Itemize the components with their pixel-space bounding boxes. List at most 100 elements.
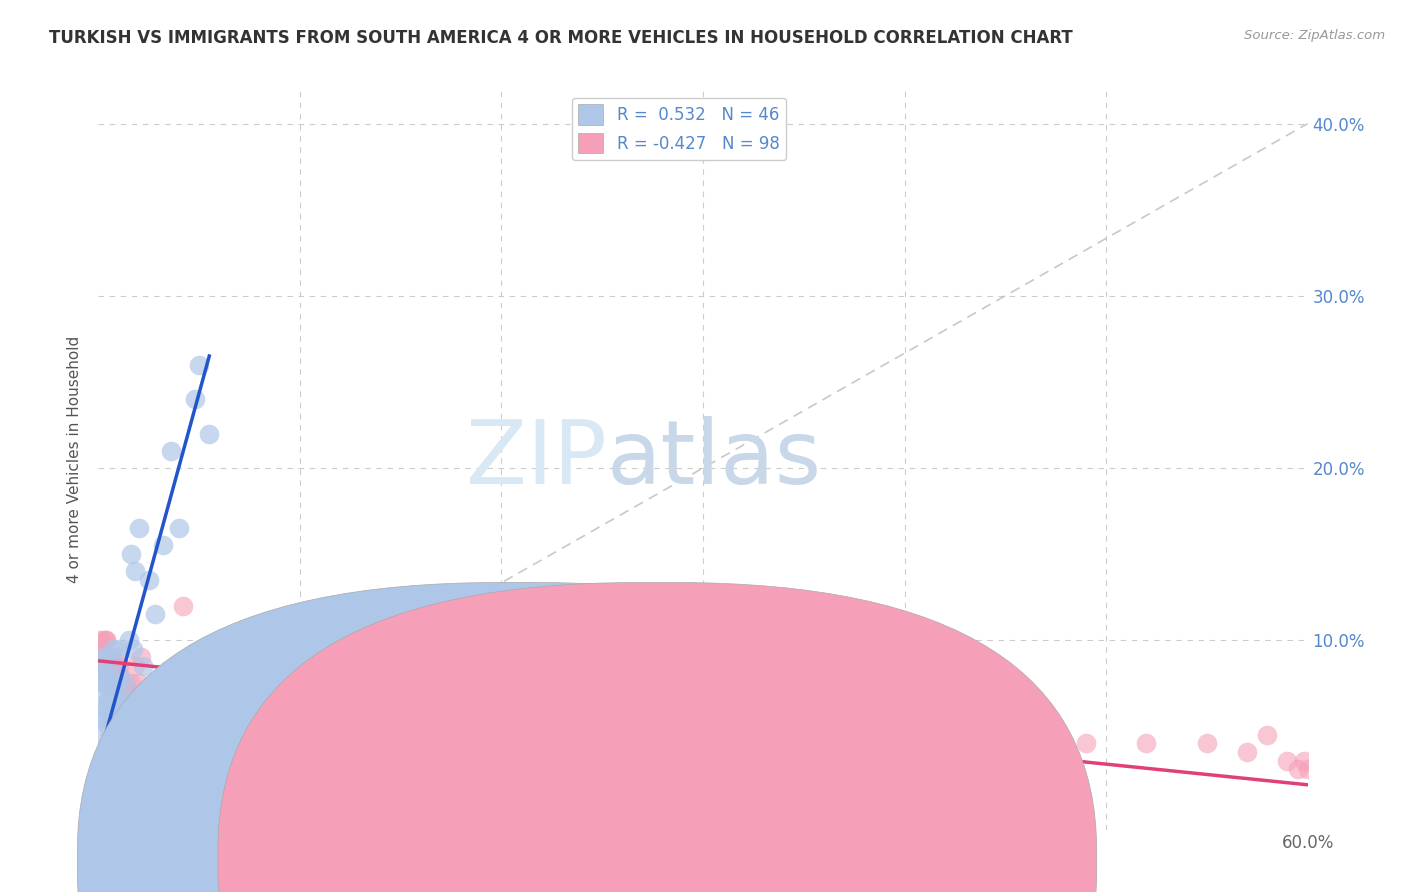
Legend: R =  0.532   N = 46, R = -0.427   N = 98: R = 0.532 N = 46, R = -0.427 N = 98 xyxy=(572,97,786,160)
Point xyxy=(93,702,115,716)
Point xyxy=(1337,762,1360,776)
Point xyxy=(156,711,179,725)
Point xyxy=(121,693,143,707)
Text: Immigrants from South America: Immigrants from South America xyxy=(682,853,949,871)
Point xyxy=(105,650,128,665)
Point xyxy=(111,685,134,699)
Point xyxy=(120,547,142,561)
Point xyxy=(591,719,613,733)
Point xyxy=(1195,736,1218,750)
Point xyxy=(1398,780,1406,794)
Point xyxy=(132,659,155,673)
Point xyxy=(409,693,432,707)
Point xyxy=(91,659,114,673)
Point xyxy=(97,659,120,673)
Text: TURKISH VS IMMIGRANTS FROM SOUTH AMERICA 4 OR MORE VEHICLES IN HOUSEHOLD CORRELA: TURKISH VS IMMIGRANTS FROM SOUTH AMERICA… xyxy=(49,29,1073,46)
Point xyxy=(651,728,673,742)
Point xyxy=(953,736,976,750)
Point xyxy=(138,573,160,587)
Point xyxy=(752,719,775,733)
Point xyxy=(101,641,124,656)
Point xyxy=(91,650,114,665)
Point xyxy=(129,650,152,665)
Text: atlas: atlas xyxy=(606,416,821,503)
Point xyxy=(97,693,120,707)
Point xyxy=(107,641,129,656)
Point xyxy=(1376,771,1399,785)
Point xyxy=(96,676,118,690)
Point xyxy=(100,667,122,681)
Point xyxy=(239,693,262,707)
Point xyxy=(89,650,111,665)
Point xyxy=(103,659,125,673)
Point xyxy=(172,599,194,613)
Point xyxy=(120,676,142,690)
Point xyxy=(97,719,120,733)
Point xyxy=(96,667,118,681)
Point xyxy=(93,659,115,673)
Point xyxy=(97,650,120,665)
Point xyxy=(1296,762,1319,776)
Point xyxy=(96,633,118,648)
Point xyxy=(103,676,125,690)
Point xyxy=(107,667,129,681)
Point xyxy=(96,650,118,665)
Point xyxy=(101,676,124,690)
Point xyxy=(101,676,124,690)
Point xyxy=(249,702,271,716)
Point xyxy=(110,676,132,690)
Y-axis label: 4 or more Vehicles in Household: 4 or more Vehicles in Household xyxy=(67,335,83,583)
Point xyxy=(176,685,198,699)
Point xyxy=(893,728,915,742)
Point xyxy=(134,693,156,707)
Point xyxy=(105,693,128,707)
Text: Source: ZipAtlas.com: Source: ZipAtlas.com xyxy=(1244,29,1385,42)
Point xyxy=(163,702,186,716)
Point xyxy=(124,659,146,673)
Point xyxy=(114,676,136,690)
Point xyxy=(103,693,125,707)
Point xyxy=(167,711,190,725)
Point xyxy=(142,693,165,707)
Point xyxy=(110,685,132,699)
Point xyxy=(1286,762,1309,776)
Point xyxy=(124,564,146,578)
Point xyxy=(115,685,138,699)
Point xyxy=(198,702,221,716)
Point xyxy=(91,659,114,673)
Point xyxy=(115,693,138,707)
Point xyxy=(160,693,183,707)
Point xyxy=(97,667,120,681)
Point xyxy=(107,667,129,681)
Point xyxy=(692,728,714,742)
Point xyxy=(114,676,136,690)
Point xyxy=(1236,745,1258,759)
Point xyxy=(143,607,166,622)
Point xyxy=(329,702,352,716)
Point xyxy=(100,650,122,665)
Point xyxy=(218,711,240,725)
Point xyxy=(1306,771,1329,785)
Point xyxy=(139,685,162,699)
Point xyxy=(100,659,122,673)
Point xyxy=(101,667,124,681)
Point xyxy=(188,693,211,707)
Point xyxy=(118,685,141,699)
Point xyxy=(93,650,115,665)
Point xyxy=(97,693,120,707)
Point xyxy=(93,736,115,750)
Point xyxy=(1014,728,1036,742)
Point xyxy=(813,736,835,750)
Point xyxy=(450,711,472,725)
Point xyxy=(110,693,132,707)
Point xyxy=(138,693,160,707)
Point xyxy=(167,521,190,535)
Point xyxy=(198,426,221,441)
Point xyxy=(101,659,124,673)
Point xyxy=(370,693,392,707)
Point xyxy=(349,693,371,707)
Point xyxy=(180,693,202,707)
Point xyxy=(89,711,111,725)
Point xyxy=(128,521,150,535)
Point xyxy=(91,641,114,656)
